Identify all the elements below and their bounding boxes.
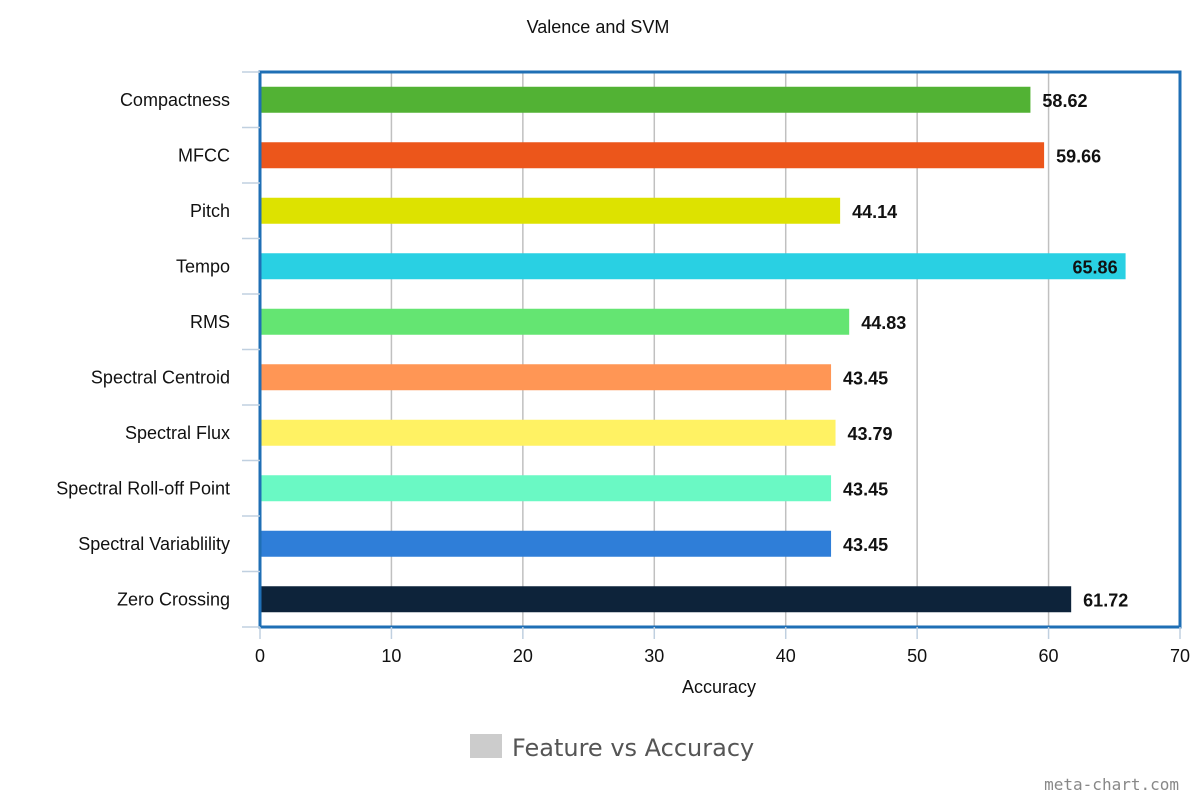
axes: 0 10 20 30 40 50 60 70 Compactness MFCC Pitch Tempo… (56, 71, 1190, 666)
x-tick-label: 60 (1039, 646, 1059, 666)
category-label: Compactness (120, 90, 230, 110)
legend-swatch[interactable] (470, 734, 502, 758)
bar[interactable] (260, 142, 1045, 169)
x-tick-label: 0 (255, 646, 265, 666)
category-label: RMS (190, 312, 230, 332)
bars: 58.62 59.66 44.14 65.86 44.83 43.45 43.79 43.45… (260, 86, 1128, 613)
legend[interactable]: Feature vs Accuracy (470, 734, 754, 762)
bar[interactable] (260, 197, 841, 224)
x-tick-label: 50 (907, 646, 927, 666)
x-tick-label: 40 (776, 646, 796, 666)
category-label: Spectral Centroid (91, 367, 230, 387)
data-label: 43.45 (843, 479, 888, 499)
x-axis-title: Accuracy (682, 677, 756, 697)
bar[interactable] (260, 364, 832, 391)
credit-text[interactable]: meta-chart.com (1044, 775, 1179, 794)
data-label: 43.45 (843, 368, 888, 388)
data-label: 44.14 (852, 202, 897, 222)
x-tick-label: 70 (1170, 646, 1190, 666)
category-label: Zero Crossing (117, 589, 230, 609)
bar[interactable] (260, 530, 832, 557)
category-label: Spectral Roll-off Point (56, 478, 230, 498)
bar[interactable] (260, 308, 850, 335)
category-label: Pitch (190, 201, 230, 221)
category-label: MFCC (178, 145, 230, 165)
x-tick-label: 10 (381, 646, 401, 666)
data-label: 43.79 (848, 424, 893, 444)
data-label: 61.72 (1083, 590, 1128, 610)
legend-label[interactable]: Feature vs Accuracy (512, 734, 754, 762)
category-label: Spectral Variablility (78, 534, 230, 554)
x-tick-label: 30 (644, 646, 664, 666)
x-tick-label: 20 (513, 646, 533, 666)
chart-title: Valence and SVM (527, 17, 670, 37)
bar[interactable] (260, 253, 1126, 280)
data-label: 43.45 (843, 535, 888, 555)
data-label: 65.86 (1073, 257, 1118, 277)
bar[interactable] (260, 586, 1072, 613)
category-label: Spectral Flux (125, 423, 230, 443)
category-label: Tempo (176, 256, 230, 276)
data-label: 59.66 (1056, 146, 1101, 166)
bar[interactable] (260, 475, 832, 502)
data-label: 58.62 (1042, 91, 1087, 111)
bar[interactable] (260, 419, 836, 446)
data-label: 44.83 (861, 313, 906, 333)
bar[interactable] (260, 86, 1031, 113)
